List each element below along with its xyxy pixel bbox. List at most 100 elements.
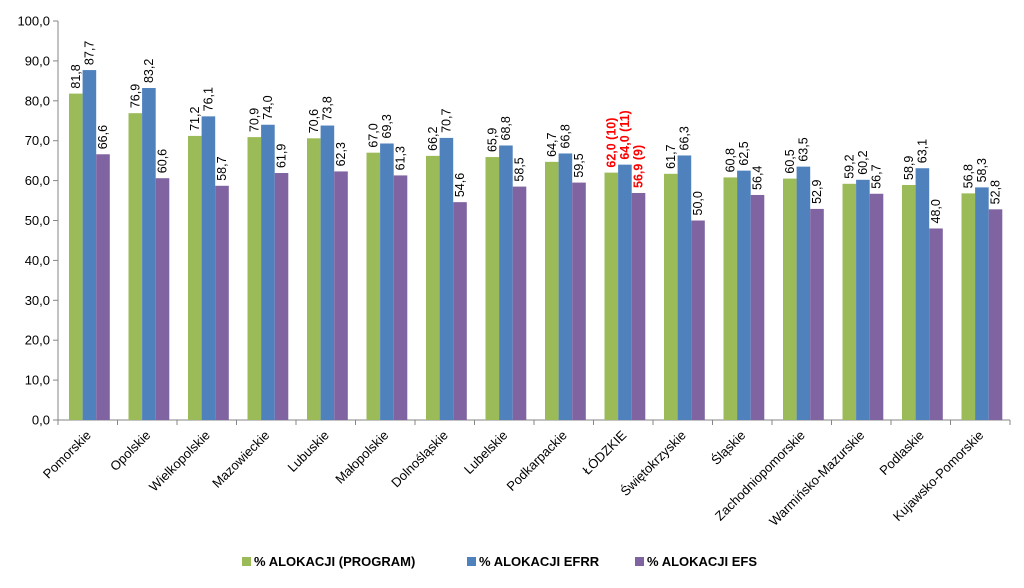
y-tick-label: 50,0: [25, 213, 50, 228]
bar: [869, 193, 884, 420]
data-label: 83,2: [142, 59, 156, 83]
bar: [334, 171, 348, 420]
data-label: 60,2: [856, 150, 870, 174]
bar: [512, 186, 527, 420]
bar: [545, 161, 559, 421]
legend-label: % ALOKACJI (PROGRAM): [254, 554, 415, 569]
category-label: Opolskie: [107, 428, 153, 474]
data-label: 59,2: [842, 154, 856, 178]
bar: [96, 154, 110, 421]
bar: [961, 193, 976, 420]
category-label: Pomorskie: [40, 428, 94, 482]
bar: [261, 124, 275, 421]
bar: [426, 155, 440, 420]
y-tick-label: 90,0: [25, 53, 50, 68]
data-label: 70,9: [247, 108, 261, 132]
category-label: Małopolskie: [332, 428, 391, 487]
data-label: 59,5: [572, 153, 586, 177]
data-label: 66,8: [558, 124, 572, 148]
bar: [215, 185, 229, 420]
data-label: 58,9: [902, 156, 916, 180]
bar: [82, 70, 97, 421]
bar: [439, 137, 454, 421]
bar: [274, 173, 289, 420]
bar: [320, 125, 335, 421]
y-tick-label: 40,0: [25, 253, 50, 268]
legend-label: % ALOKACJI EFRR: [479, 554, 600, 569]
data-label: 61,9: [275, 144, 289, 168]
legend-swatch: [467, 557, 476, 566]
bar: [796, 166, 811, 420]
category-label: Lubuskie: [284, 428, 331, 475]
data-label: 62,0 (10): [604, 118, 618, 168]
data-label: 74,0: [261, 95, 275, 119]
data-label: 63,5: [796, 137, 810, 161]
data-label: 76,1: [201, 87, 215, 111]
category-label: ŁÓDZKIE: [579, 427, 629, 477]
bar: [453, 202, 467, 420]
y-tick-label: 10,0: [25, 373, 50, 388]
data-label: 70,7: [439, 109, 453, 133]
bar: [631, 192, 646, 420]
category-label: Wielkopolskie: [146, 428, 213, 495]
data-label: 64,0 (11): [618, 110, 632, 159]
data-label: 66,3: [677, 126, 691, 150]
bar: [366, 152, 381, 421]
bar: [499, 145, 513, 420]
bar: [677, 155, 692, 420]
category-label: Lubelskie: [461, 428, 510, 477]
bar: [988, 209, 1003, 420]
data-label: 48,0: [929, 199, 943, 223]
data-label: 70,6: [307, 109, 321, 133]
legend-label: % ALOKACJI EFS: [647, 554, 757, 569]
data-label: 52,9: [810, 180, 824, 204]
data-label: 58,7: [215, 156, 229, 180]
data-label: 56,7: [870, 164, 884, 188]
data-label: 65,9: [485, 128, 499, 152]
data-label: 56,4: [751, 166, 765, 190]
data-label: 61,7: [664, 144, 678, 168]
data-label: 76,9: [128, 84, 142, 108]
bar: [380, 143, 394, 421]
bar: [856, 179, 870, 420]
data-label: 60,8: [723, 148, 737, 172]
category-label: Podkarpackie: [504, 428, 570, 494]
data-label: 54,6: [453, 173, 467, 197]
bar: [247, 137, 262, 420]
bar: [929, 228, 943, 420]
data-label: 73,8: [320, 96, 334, 120]
data-label: 69,3: [380, 114, 394, 138]
category-label: Mazowieckie: [209, 428, 272, 491]
bar: [155, 178, 170, 420]
legend-swatch: [635, 557, 644, 566]
bar: [750, 194, 765, 420]
data-label: 62,3: [334, 142, 348, 166]
bar: [307, 138, 321, 420]
y-tick-label: 30,0: [25, 293, 50, 308]
bar: [842, 183, 857, 420]
category-label: Dolnośląskie: [388, 428, 451, 491]
data-label: 71,2: [188, 107, 202, 131]
bar: [975, 187, 989, 420]
bar: [128, 113, 143, 420]
y-tick-label: 60,0: [25, 173, 50, 188]
bar: [201, 116, 216, 421]
data-label: 81,8: [69, 64, 83, 88]
bar: [393, 175, 408, 420]
data-label: 64,7: [545, 132, 559, 156]
bar: [691, 220, 705, 420]
bar: [664, 173, 678, 420]
y-tick-label: 80,0: [25, 93, 50, 108]
data-label: 67,0: [366, 123, 380, 147]
bar: [69, 93, 83, 421]
data-label: 56,9 (9): [632, 145, 646, 188]
data-label: 66,6: [96, 125, 110, 149]
y-tick-label: 0,0: [32, 413, 50, 428]
data-label: 52,8: [989, 180, 1003, 204]
data-label: 66,2: [426, 126, 440, 150]
bar: [572, 182, 586, 420]
data-label: 58,3: [975, 158, 989, 182]
y-tick-label: 20,0: [25, 333, 50, 348]
